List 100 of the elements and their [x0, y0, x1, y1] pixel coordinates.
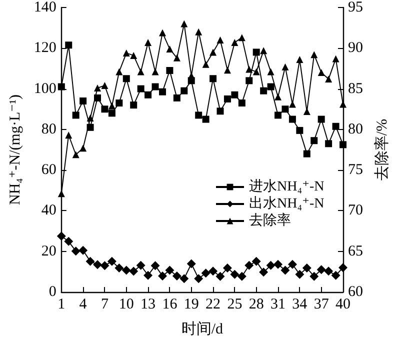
- point: [210, 75, 217, 82]
- point: [260, 87, 268, 94]
- point: [252, 256, 261, 266]
- point: [210, 48, 217, 56]
- point: [246, 77, 253, 84]
- point: [310, 51, 318, 58]
- point: [166, 66, 174, 74]
- point: [231, 91, 238, 98]
- point: [331, 270, 340, 280]
- point: [216, 108, 224, 115]
- point: [274, 112, 282, 119]
- x-tick-label: 1: [58, 296, 66, 312]
- x-tick-label: 34: [292, 296, 308, 312]
- x-tick-label: 4: [79, 296, 88, 312]
- point: [238, 100, 246, 107]
- y2-tick-label: 85: [348, 80, 363, 97]
- x-tick-label: 28: [248, 296, 264, 312]
- point: [94, 94, 102, 102]
- point: [86, 256, 95, 266]
- y-tick-label: 60: [41, 162, 56, 178]
- point: [332, 55, 340, 62]
- point: [259, 268, 268, 277]
- point: [65, 132, 72, 139]
- y2-tick-label: 65: [348, 243, 363, 260]
- point: [282, 63, 289, 70]
- point: [202, 60, 210, 68]
- y-tick-label: 120: [34, 40, 56, 56]
- y-tick-label: 40: [41, 202, 56, 219]
- x-tick-label: 22: [206, 296, 221, 312]
- point: [267, 68, 274, 76]
- point: [316, 265, 326, 274]
- point: [58, 190, 65, 198]
- point: [94, 84, 102, 92]
- x-tick-label: 16: [162, 296, 178, 312]
- point: [158, 88, 166, 96]
- point: [252, 68, 260, 76]
- y-tick-label: 0: [48, 284, 56, 300]
- point: [80, 97, 87, 104]
- point: [222, 264, 232, 273]
- point: [231, 38, 238, 46]
- point: [296, 126, 304, 134]
- point: [195, 28, 202, 36]
- x-tick-label: 37: [314, 296, 330, 312]
- y-axis-title: NH₄⁺-N/(mg·L⁻¹): [8, 94, 24, 206]
- point: [152, 68, 159, 76]
- point: [202, 116, 210, 123]
- y-tick-label: 20: [41, 243, 56, 260]
- point: [274, 93, 282, 100]
- point: [130, 52, 138, 59]
- x-axis-title: 时间/d: [181, 320, 224, 338]
- point: [238, 34, 246, 42]
- point: [208, 266, 218, 276]
- x-tick-label: 25: [227, 296, 242, 312]
- point: [288, 100, 296, 108]
- y2-tick-label: 80: [348, 121, 363, 138]
- y2-axis-title: 去除率/%: [374, 118, 390, 181]
- point: [340, 141, 346, 148]
- point: [282, 106, 289, 113]
- point: [267, 83, 274, 90]
- point: [122, 50, 130, 57]
- point: [56, 232, 66, 241]
- point: [166, 45, 174, 52]
- point: [137, 85, 144, 92]
- point: [165, 266, 174, 275]
- y2-tick-label: 75: [348, 162, 363, 178]
- point: [296, 56, 304, 64]
- point: [158, 271, 167, 280]
- point: [93, 260, 102, 270]
- point: [303, 108, 310, 116]
- point: [116, 68, 123, 76]
- point: [288, 260, 297, 269]
- point: [100, 261, 110, 270]
- point: [152, 83, 159, 90]
- point: [116, 100, 123, 107]
- point: [216, 36, 224, 44]
- point: [186, 259, 196, 268]
- x-tick-label: 31: [270, 296, 286, 312]
- point: [224, 66, 231, 74]
- point: [144, 91, 152, 98]
- point: [86, 124, 94, 131]
- point: [303, 150, 310, 158]
- point: [101, 106, 108, 113]
- point: [86, 114, 94, 122]
- point: [72, 151, 80, 158]
- x-tick-label: 40: [336, 296, 350, 312]
- point: [274, 260, 283, 269]
- point: [108, 102, 116, 110]
- point: [325, 140, 332, 148]
- x-tick-label: 10: [118, 296, 134, 312]
- point: [158, 29, 166, 36]
- point: [72, 112, 80, 119]
- legend-label: 出水NH₄⁺-N: [249, 196, 324, 212]
- point: [172, 271, 182, 280]
- point: [246, 66, 253, 73]
- y2-tick-label: 95: [348, 0, 363, 16]
- point: [280, 266, 290, 275]
- point: [318, 116, 325, 123]
- point: [310, 137, 318, 144]
- point: [114, 264, 124, 273]
- point: [64, 236, 74, 246]
